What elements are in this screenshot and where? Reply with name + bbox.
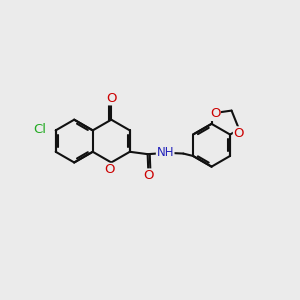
Text: O: O xyxy=(144,169,154,182)
Text: O: O xyxy=(106,92,116,105)
Text: NH: NH xyxy=(156,146,174,159)
Text: Cl: Cl xyxy=(34,123,47,136)
Text: O: O xyxy=(104,164,115,176)
Text: O: O xyxy=(210,107,220,120)
Text: O: O xyxy=(233,127,244,140)
